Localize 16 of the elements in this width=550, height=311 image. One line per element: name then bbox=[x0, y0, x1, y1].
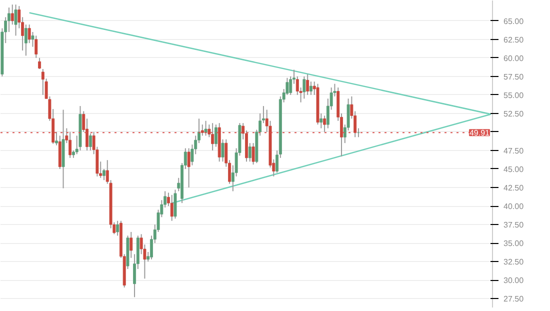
ref-line-label: 49.91 bbox=[469, 128, 490, 138]
y-tick-label: 45.00 bbox=[504, 165, 524, 174]
y-tick-label: 47.50 bbox=[504, 146, 524, 156]
y-tick-label: 57.50 bbox=[504, 72, 524, 82]
y-tick-label: 32.50 bbox=[504, 258, 524, 267]
y-tick-label: 37.50 bbox=[504, 220, 524, 230]
y-tick-label: 62.50 bbox=[504, 35, 524, 44]
y-tick-label: 55.00 bbox=[504, 90, 524, 100]
y-tick-label: 65.00 bbox=[504, 16, 524, 26]
y-tick-label: 42.50 bbox=[504, 184, 524, 193]
y-tick-label: 30.00 bbox=[504, 276, 524, 286]
y-tick-label: 35.00 bbox=[504, 239, 524, 248]
y-tick-label: 52.50 bbox=[504, 109, 524, 118]
y-tick-label: 27.50 bbox=[504, 294, 524, 304]
y-tick-label: 60.00 bbox=[504, 54, 524, 63]
y-tick-label: 40.00 bbox=[504, 202, 524, 212]
